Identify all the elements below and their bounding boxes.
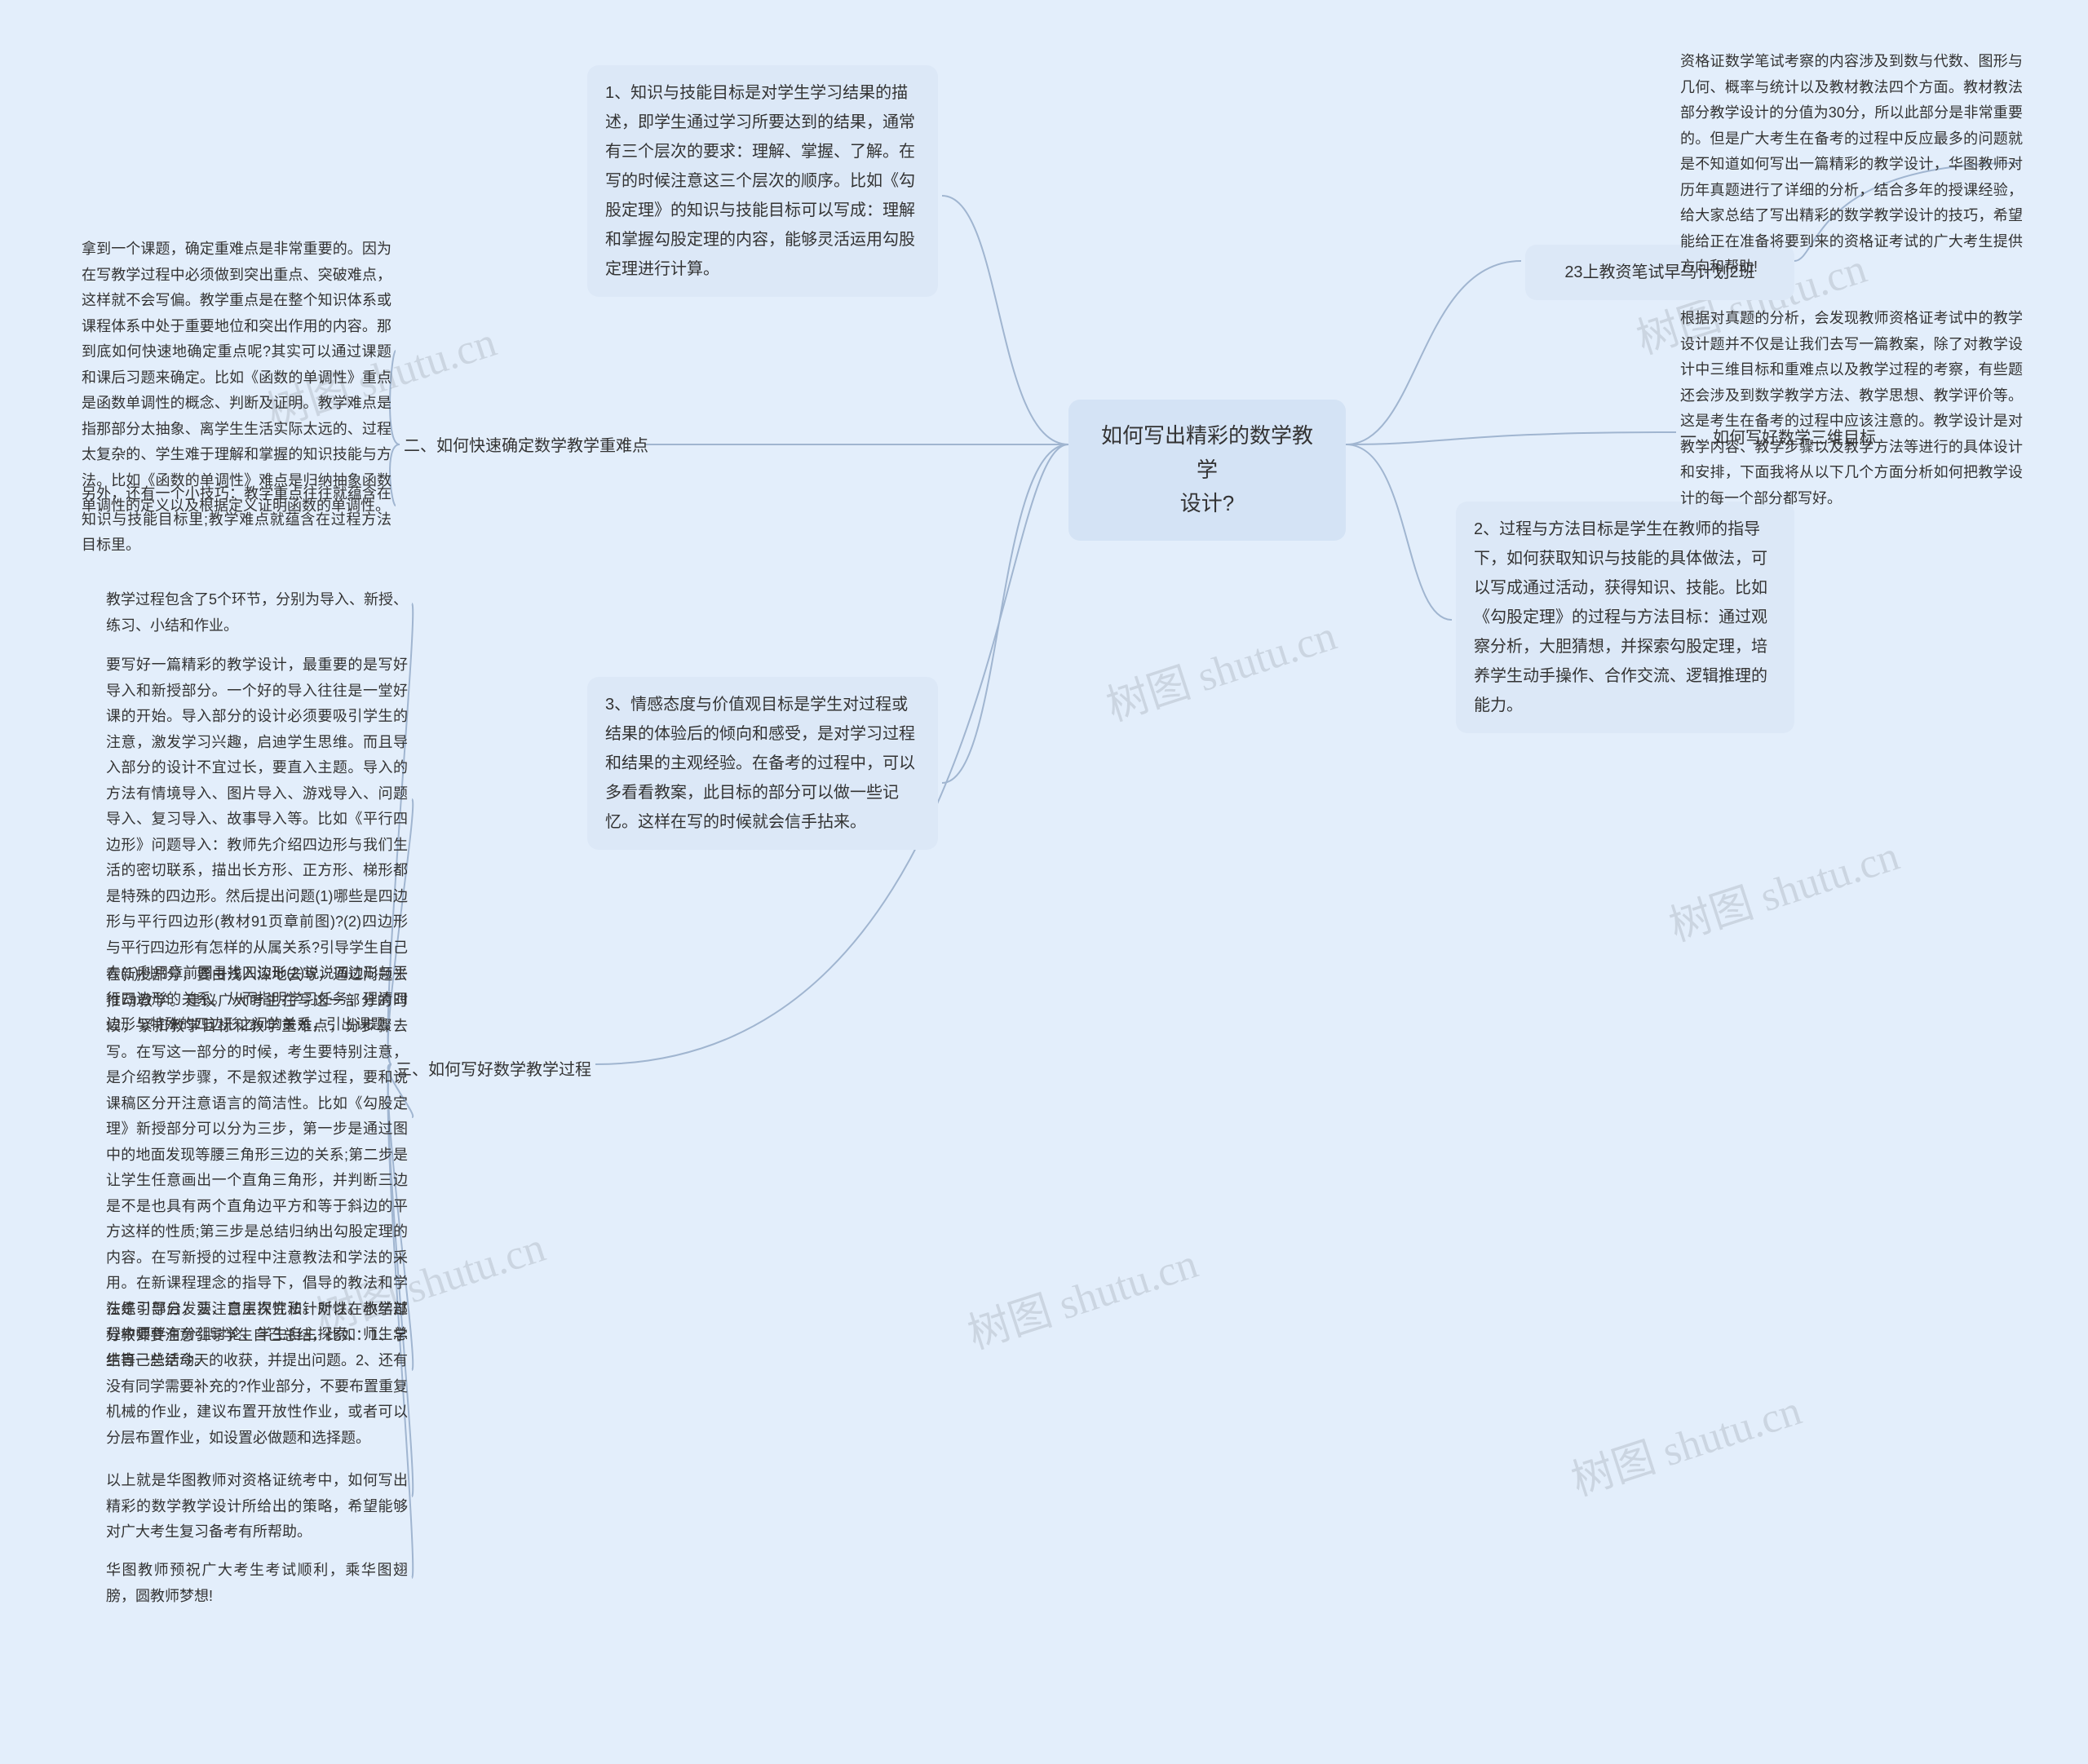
center-node: 如何写出精彩的数学教学设计?: [1068, 400, 1346, 541]
intro-text-top: 资格证数学笔试考察的内容涉及到数与代数、图形与几何、概率与统计以及教材教法四个方…: [1680, 49, 2023, 281]
goal-process-method: 2、过程与方法目标是学生在教师的指导下，如何获取知识与技能的具体做法，可以写成通…: [1456, 502, 1794, 733]
watermark: 树图 shutu.cn: [1098, 601, 1343, 732]
left-text-8: 华图教师预祝广大考生考试顺利，乘华图翅膀，圆教师梦想!: [106, 1558, 408, 1609]
section-2-label: 二、如何快速确定数学教学重难点: [404, 432, 648, 456]
left-text-6: 在练习部分，要注意层次性和针对性。小结部分教师要注意引导学生自己总结，比如：1、…: [106, 1297, 408, 1451]
intro-text-mid: 根据对真题的分析，会发现教师资格证考试中的教学设计题并不仅是让我们去写一篇教案，…: [1680, 306, 2023, 511]
watermark: 树图 shutu.cn: [1563, 1376, 1808, 1507]
left-text-1: 拿到一个课题，确定重难点是非常重要的。因为在写教学过程中必须做到突出重点、突破难…: [82, 237, 392, 519]
left-text-3: 教学过程包含了5个环节，分别为导入、新授、练习、小结和作业。: [106, 587, 408, 639]
section-3-label: 三、如何写好数学教学过程: [396, 1056, 591, 1080]
watermark: 树图 shutu.cn: [959, 1229, 1205, 1360]
watermark: 树图 shutu.cn: [1661, 821, 1906, 953]
left-text-2: 另外，还有一个小技巧：教学重点往往就蕴含在知识与技能目标里;教学难点就蕴含在过程…: [82, 481, 392, 559]
left-text-7: 以上就是华图教师对资格证统考中，如何写出精彩的数学教学设计所给出的策略，希望能够…: [106, 1468, 408, 1545]
goal-knowledge-skill: 1、知识与技能目标是对学生学习结果的描述，即学生通过学习所要达到的结果，通常有三…: [587, 65, 938, 297]
goal-emotion-value: 3、情感态度与价值观目标是学生对过程或结果的体验后的倾向和感受，是对学习过程和结…: [587, 677, 938, 850]
